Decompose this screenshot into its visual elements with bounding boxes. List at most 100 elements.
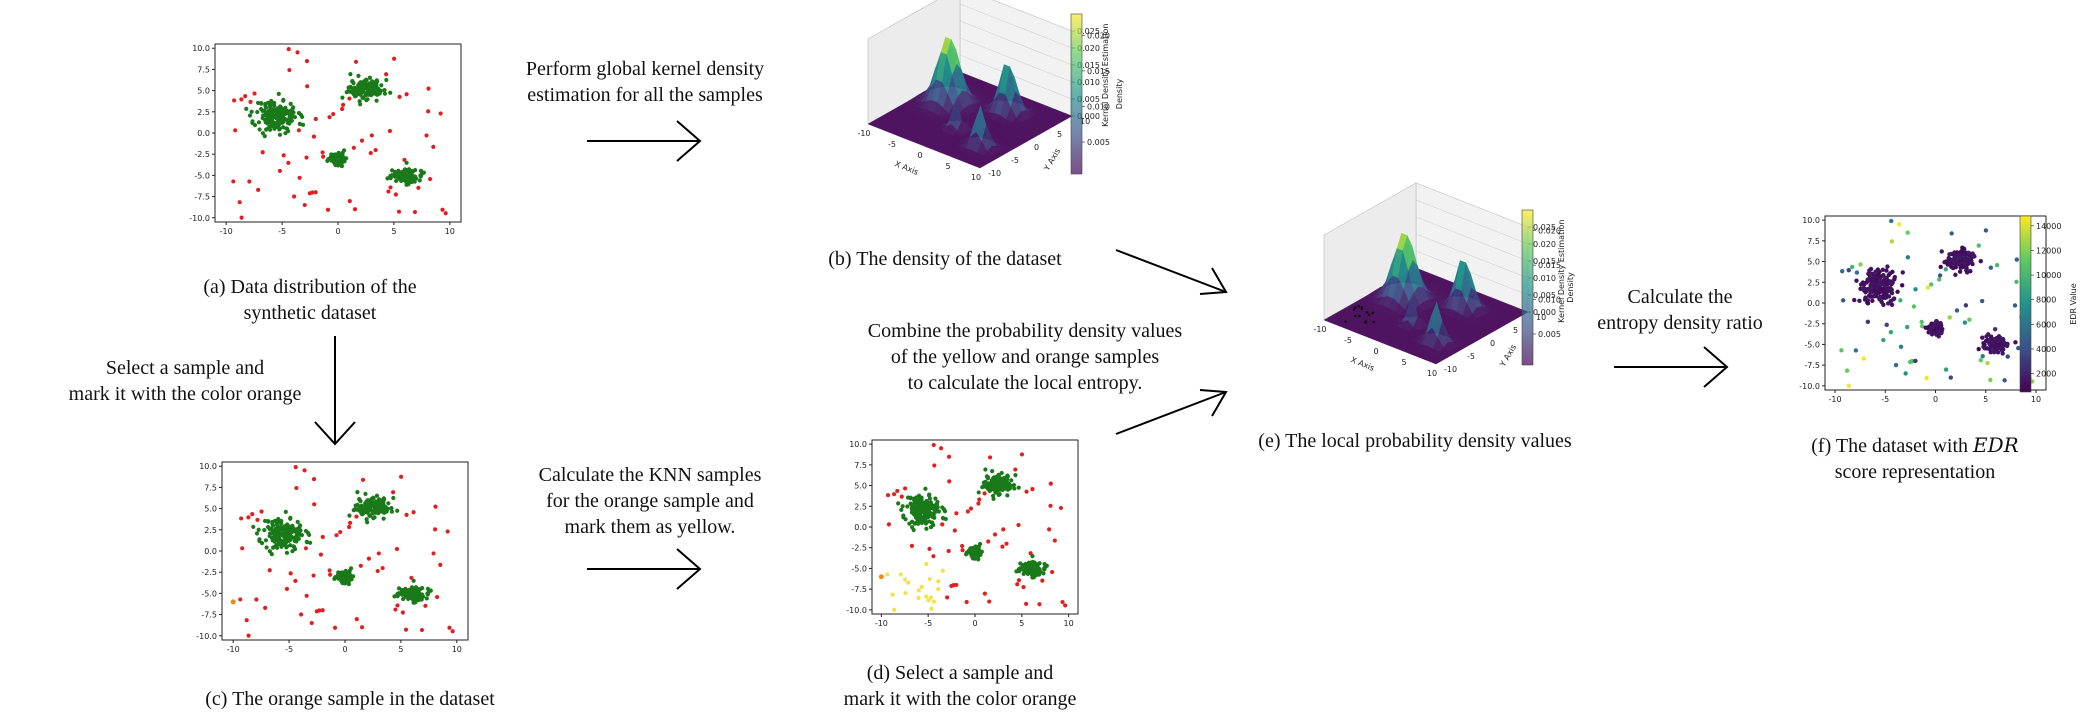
cluster-point [1889,290,1895,296]
caption-a-line2: synthetic dataset [243,302,377,324]
cluster-point [389,173,394,178]
arrow-diagonal-up [1114,386,1234,436]
cluster-point [1960,245,1965,250]
data-point [411,510,416,515]
data-point [909,543,915,548]
cluster-point [271,107,277,112]
cluster-point [991,483,996,488]
x-tick-label: -10 [1313,325,1326,334]
cluster-point [909,506,914,511]
data-point [1846,267,1851,273]
data-point [403,627,409,632]
cluster-point [997,478,1002,483]
cluster-point [267,127,273,132]
cluster-point [277,127,282,132]
cluster-point [1962,258,1968,263]
cluster-point [1924,325,1930,330]
data-point [1846,383,1852,388]
arrow-down [310,334,360,449]
cluster-point [327,156,332,161]
data-point [2002,378,2007,383]
cluster-point [269,552,274,557]
cluster-point [921,505,926,510]
cluster-point [374,499,379,504]
cluster-point [269,116,274,122]
cluster-point [284,545,289,550]
data-point [932,463,937,468]
cluster-point [401,596,406,602]
local-sample-point [1372,320,1375,324]
cluster-point [350,79,355,84]
y-tick-label: -2.5 [201,568,217,577]
plot-frame [221,461,469,641]
data-point [284,586,290,592]
cluster-point [1026,569,1031,574]
edr-tick-label: 8000 [2036,296,2056,305]
data-point [1861,356,1866,361]
data-point [968,506,974,511]
data-point [295,50,300,55]
cluster-point [1867,293,1872,298]
cluster-point [281,125,286,130]
cluster-point [1885,289,1891,294]
data-point [1919,323,1925,329]
y-tick-label: -7.5 [194,193,210,202]
local-sample-point [1364,321,1368,325]
local-sample-point [1365,311,1369,314]
data-point [277,168,283,174]
data-point [1040,578,1045,583]
x-tick-label: -5 [285,645,293,654]
cluster-point [256,527,261,532]
y-tick-label: 0 [1490,339,1495,348]
cluster-point [1003,482,1008,487]
data-point [232,98,237,103]
data-point [255,517,260,522]
cluster-point [2000,345,2005,350]
data-point [885,493,891,498]
cluster-point [1874,283,1880,289]
cluster-point [353,86,358,91]
step-knn-line2: for the orange sample and [546,490,754,512]
cluster-point [425,586,431,591]
plot-frame [871,439,1079,615]
cluster-point [266,519,271,524]
cluster-point [995,488,1001,493]
y-tick-label: 10 [1080,117,1090,126]
data-point [1948,375,1954,380]
step-select-line1: Select a sample and [105,357,265,379]
cluster-point [909,510,914,515]
cluster-point [288,515,293,520]
cluster-point [987,481,992,486]
cluster-point [1889,302,1895,307]
caption-c-line1: (c) The orange sample in the dataset [205,688,495,710]
knn-point [924,594,929,599]
z-tick-label: 0.020 [1533,240,1556,249]
cluster-point [374,78,379,83]
z-tick-label: 0.025 [1077,27,1100,36]
cluster-point [288,101,293,106]
cluster-point [1865,301,1871,306]
y-tick-label: 0.0 [854,523,867,532]
data-point [1849,264,1855,270]
data-point [1019,452,1025,457]
cluster-point [339,163,344,169]
cluster-point [927,496,932,501]
data-point [380,565,385,571]
data-point [965,509,971,514]
data-point [311,573,316,578]
data-point [334,533,339,538]
cluster-point [382,91,388,96]
data-point [939,446,944,451]
cluster-point [1878,274,1883,279]
cluster-point [1946,255,1951,261]
cluster-point [1988,350,1993,355]
data-point [1052,538,1057,543]
cluster-point [1937,325,1942,330]
cluster-point [1954,250,1960,255]
cluster-point [1862,297,1868,302]
data-point [895,488,900,494]
cluster-point [420,586,425,591]
density-colorbar [1070,13,1083,175]
cluster-point [377,499,382,505]
data-point [431,551,436,556]
